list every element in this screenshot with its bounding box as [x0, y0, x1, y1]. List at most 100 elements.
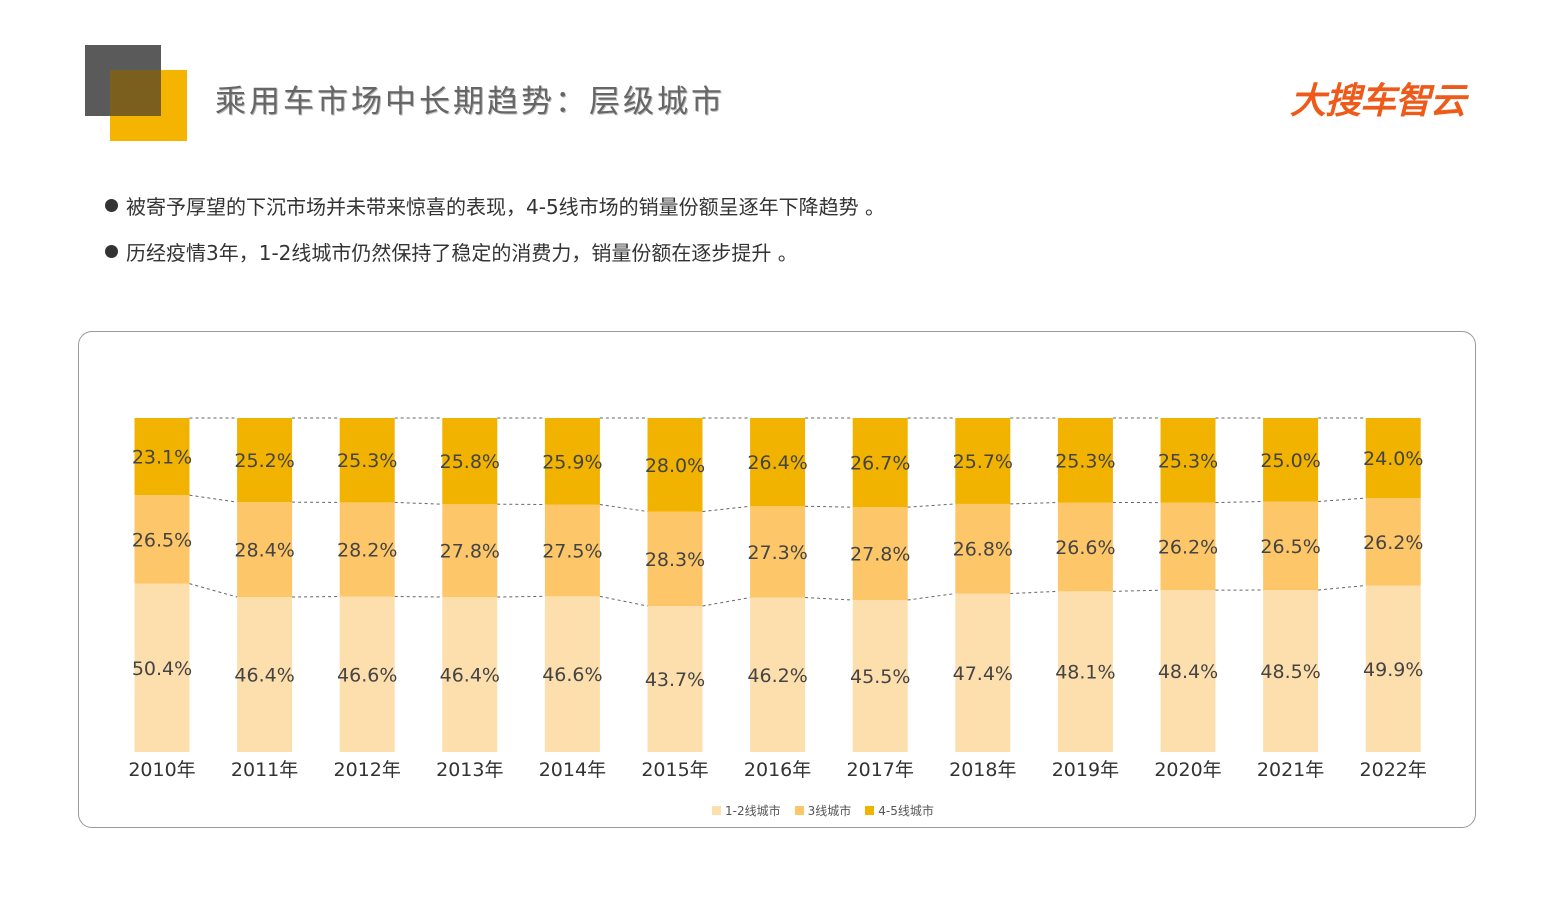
- bar-segment-1-4: [544, 504, 600, 597]
- bar-segment-0-7: [852, 600, 908, 752]
- data-label-1-1: 28.4%: [234, 540, 294, 562]
- bar-segment-2-1: [237, 418, 293, 503]
- bar-segment-0-8: [955, 593, 1011, 752]
- title-decoration-overlap: [110, 70, 161, 116]
- legend-swatch-icon: [794, 806, 804, 815]
- bar-segment-2-3: [442, 418, 498, 505]
- x-tick-label-4: 2014年: [539, 759, 606, 781]
- connector-b2-10: [1215, 501, 1264, 504]
- bar-segment-2-0: [134, 418, 190, 496]
- bar-segment-1-1: [237, 502, 293, 598]
- data-label-2-1: 25.2%: [234, 450, 294, 472]
- x-tick-label-3: 2013年: [436, 759, 503, 781]
- bullet-list: 被寄予厚望的下沉市场并未带来惊喜的表现，4-5线市场的销量份额呈逐年下降趋势 。…: [105, 182, 885, 274]
- bullet-text: 被寄予厚望的下沉市场并未带来惊喜的表现，4-5线市场的销量份额呈逐年下降趋势 。: [126, 194, 886, 219]
- bar-segment-1-5: [647, 511, 703, 607]
- data-label-0-10: 48.4%: [1158, 661, 1218, 683]
- data-label-1-0: 26.5%: [132, 529, 192, 551]
- bar-segment-1-11: [1263, 501, 1319, 591]
- chart-legend: 1-2线城市 3线城市 4-5线城市: [712, 802, 934, 819]
- data-label-2-12: 24.0%: [1363, 448, 1423, 470]
- bar-segment-0-11: [1263, 590, 1319, 752]
- connector-b2-8: [1010, 502, 1058, 505]
- connector-b2-6: [805, 505, 853, 508]
- connector-b1-9: [1112, 589, 1161, 592]
- legend-swatch-icon: [712, 806, 721, 815]
- bar-segment-2-2: [339, 418, 395, 503]
- data-label-0-12: 49.9%: [1363, 659, 1423, 681]
- x-tick-label-1: 2011年: [231, 759, 298, 781]
- data-label-2-6: 26.4%: [747, 452, 807, 474]
- chart-frame: [78, 331, 1476, 828]
- bar-segment-1-10: [1160, 502, 1216, 591]
- bar-segment-1-7: [852, 507, 908, 601]
- data-label-1-8: 26.8%: [953, 539, 1013, 561]
- bar-segment-1-3: [442, 504, 498, 598]
- data-label-2-7: 26.7%: [850, 453, 910, 475]
- bar-segment-1-9: [1057, 502, 1113, 592]
- data-label-2-4: 25.9%: [542, 451, 602, 473]
- data-label-1-4: 27.5%: [542, 540, 602, 562]
- legend-swatch-icon: [865, 806, 875, 815]
- data-label-2-11: 25.0%: [1260, 450, 1320, 472]
- x-tick-label-11: 2021年: [1257, 759, 1324, 781]
- data-label-2-3: 25.8%: [440, 451, 500, 473]
- bar-segment-0-6: [750, 597, 806, 752]
- connector-b1-4: [599, 595, 648, 607]
- x-tick-label-8: 2018年: [949, 759, 1016, 781]
- bar-segment-0-2: [339, 596, 395, 752]
- data-label-0-2: 46.6%: [337, 664, 397, 686]
- bullet-item: 被寄予厚望的下沉市场并未带来惊喜的表现，4-5线市场的销量份额呈逐年下降趋势 。: [105, 182, 885, 228]
- data-label-0-7: 45.5%: [850, 666, 910, 688]
- connector-b2-2: [394, 501, 443, 505]
- bar-segment-0-4: [544, 596, 600, 752]
- legend-item-tier12: 1-2线城市: [712, 802, 781, 819]
- x-tick-label-5: 2015年: [641, 759, 708, 781]
- bar-segment-1-12: [1365, 498, 1421, 586]
- connector-b1-5: [702, 597, 751, 607]
- bullet-dot-icon: [105, 244, 118, 258]
- data-label-1-9: 26.6%: [1055, 537, 1115, 559]
- page-title: 乘用车市场中长期趋势：层级城市: [215, 84, 725, 120]
- legend-item-tier45: 4-5线城市: [865, 802, 934, 819]
- bar-segment-0-3: [442, 597, 498, 752]
- data-label-2-0: 23.1%: [132, 447, 192, 469]
- connector-b1-7: [907, 593, 956, 601]
- data-label-0-8: 47.4%: [953, 663, 1013, 685]
- connector-b1-1: [292, 596, 340, 598]
- data-label-2-9: 25.3%: [1055, 450, 1115, 472]
- data-label-2-5: 28.0%: [645, 455, 705, 477]
- data-label-1-5: 28.3%: [645, 549, 705, 571]
- bar-segment-0-12: [1365, 585, 1421, 752]
- bar-segment-1-2: [339, 502, 395, 597]
- data-label-0-6: 46.2%: [747, 665, 807, 687]
- brand-logo: 大搜车智云: [1290, 81, 1466, 122]
- data-label-1-6: 27.3%: [747, 542, 807, 564]
- x-tick-label-10: 2020年: [1154, 759, 1221, 781]
- x-tick-label-0: 2010年: [128, 759, 195, 781]
- data-label-2-8: 25.7%: [953, 451, 1013, 473]
- connector-b2-7: [907, 503, 956, 508]
- data-label-1-7: 27.8%: [850, 544, 910, 566]
- x-tick-label-7: 2017年: [847, 759, 914, 781]
- bar-segment-0-1: [237, 597, 293, 752]
- data-label-1-3: 27.8%: [440, 541, 500, 563]
- bar-segment-2-10: [1160, 418, 1216, 503]
- bar-segment-1-8: [955, 503, 1011, 594]
- bar-segment-0-9: [1057, 591, 1113, 752]
- data-label-1-10: 26.2%: [1158, 536, 1218, 558]
- bar-segment-2-8: [955, 418, 1011, 504]
- x-tick-label-6: 2016年: [744, 759, 811, 781]
- connector-b1-0: [189, 583, 238, 598]
- data-label-0-11: 48.5%: [1260, 661, 1320, 683]
- legend-label: 4-5线城市: [878, 804, 934, 818]
- bullet-item: 历经疫情3年，1-2线城市仍然保持了稳定的消费力，销量份额在逐步提升 。: [105, 228, 885, 274]
- data-label-0-5: 43.7%: [645, 669, 705, 691]
- data-label-0-9: 48.1%: [1055, 662, 1115, 684]
- data-label-1-11: 26.5%: [1260, 536, 1320, 558]
- connector-b1-3: [497, 595, 545, 598]
- bar-segment-1-6: [750, 506, 806, 598]
- x-tick-label-12: 2022年: [1360, 759, 1427, 781]
- data-label-2-2: 25.3%: [337, 450, 397, 472]
- connector-b1-8: [1010, 590, 1058, 595]
